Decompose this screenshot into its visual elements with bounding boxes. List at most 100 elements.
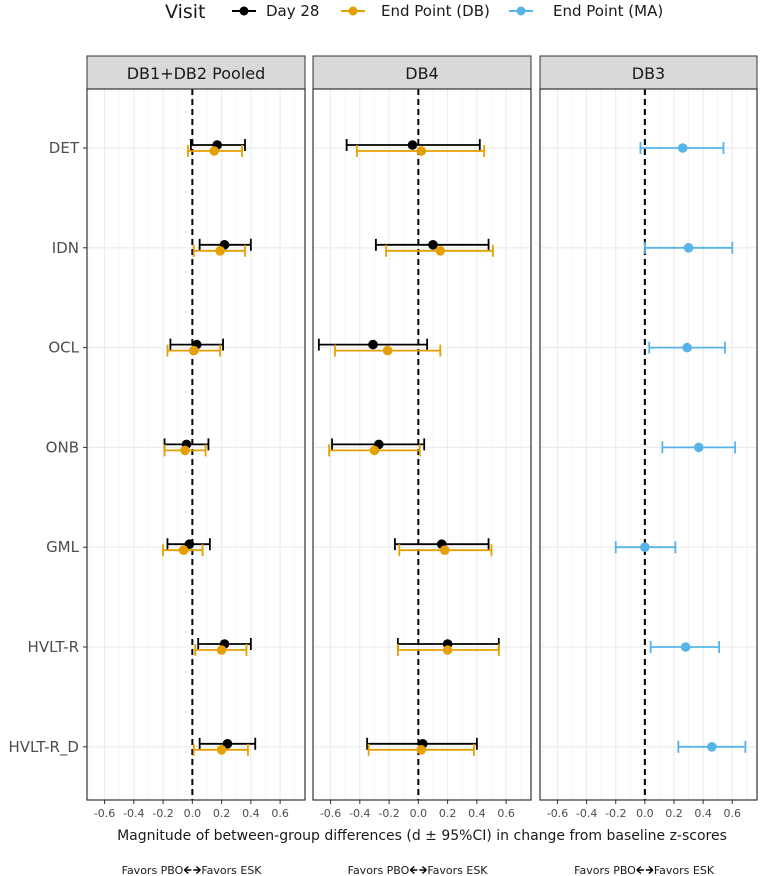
point-estimate (216, 645, 227, 655)
panel-border (539, 88, 758, 801)
point-estimate (209, 146, 220, 156)
x-tick-label: -0.4 (576, 807, 597, 820)
y-tick-label: HVLT-R_D (8, 738, 79, 757)
favors-right-label: Favors ESK (201, 864, 262, 876)
panel-border (86, 88, 306, 801)
panel-border (312, 88, 532, 801)
right-arrow-icon (645, 865, 654, 875)
x-tick-label: 0.2 (665, 807, 683, 820)
error-bar (163, 444, 207, 457)
x-tick-label: -0.2 (378, 807, 399, 820)
x-tick-label: -0.4 (123, 807, 144, 820)
error-bar (385, 244, 494, 257)
left-arrow-icon (183, 865, 192, 875)
point-estimate (442, 645, 453, 655)
error-bar (166, 344, 222, 357)
x-tick-label: 0.0 (410, 807, 428, 820)
y-tick-label: HVLT-R (28, 638, 79, 656)
x-tick-label: 0.0 (636, 807, 654, 820)
error-bar (328, 444, 421, 457)
error-bar (331, 438, 426, 451)
x-tick-label: 0.2 (439, 807, 457, 820)
legend-item: Day 28 (232, 2, 319, 20)
error-bar (661, 441, 737, 454)
point-estimate (215, 246, 225, 256)
right-arrow-icon (419, 865, 427, 875)
error-bar (162, 544, 204, 557)
right-arrow-icon (193, 865, 201, 875)
x-tick-label: 0.2 (213, 807, 231, 820)
point-estimate (693, 442, 704, 453)
point-estimate (189, 345, 199, 356)
point-estimate (680, 642, 691, 652)
x-tick-label: -0.6 (320, 807, 341, 820)
legend-key-point (348, 6, 358, 16)
error-bar (375, 238, 490, 251)
x-tick-label: 0.4 (468, 807, 486, 820)
legend-key-point (239, 6, 249, 16)
point-estimate (216, 745, 227, 755)
facet-title: DB1+DB2 Pooled (127, 64, 266, 83)
error-bar (187, 145, 243, 157)
point-estimate (682, 342, 692, 353)
legend-label: End Point (MA) (553, 2, 663, 20)
facet-strip (86, 55, 306, 90)
point-estimate (439, 545, 450, 555)
point-estimate (184, 539, 195, 549)
favors-left-label: Favors PBO (122, 864, 184, 876)
favors-left-label: Favors PBO (574, 864, 636, 876)
facet-panel: DB1+DB2 Pooled -0.6 -0.4 -0.2 0.0 0.2 0.4 0.6 Fa… (86, 55, 306, 876)
favors-right-label: Favors ESK (654, 864, 715, 876)
x-tick-label: -0.6 (547, 807, 568, 820)
x-axis-title: Magnitude of between-group differences (… (117, 828, 727, 844)
point-estimate (677, 143, 688, 153)
point-estimate (683, 243, 694, 253)
legend-key-point (516, 6, 526, 16)
point-estimate (435, 246, 446, 256)
error-bar (345, 139, 481, 151)
y-tick-label: ONB (46, 438, 79, 456)
panel-background (540, 89, 757, 800)
x-tick-label: 0.0 (184, 807, 202, 820)
point-estimate (416, 745, 427, 755)
y-tick-label: GML (46, 538, 80, 556)
point-estimate (416, 146, 427, 156)
error-bar (198, 737, 257, 750)
error-bar (398, 544, 493, 557)
point-estimate (407, 140, 418, 150)
left-arrow-icon (409, 865, 418, 875)
point-estimate (428, 240, 438, 250)
favors-annotation: Favors PBO Favors ESK (348, 864, 489, 876)
favors-left-label: Favors PBO (348, 864, 410, 876)
x-tick-label: 0.4 (694, 807, 712, 820)
point-estimate (180, 445, 190, 456)
error-bar (367, 743, 475, 756)
legend-item: End Point (DB) (341, 2, 490, 20)
error-bar (198, 238, 252, 251)
error-bar (355, 145, 486, 157)
legend: Visit Day 28 End Point (DB) End Point (MA) (165, 1, 663, 23)
left-arrow-icon (636, 865, 644, 875)
error-bar (648, 341, 726, 354)
x-tick-label: -0.2 (605, 807, 626, 820)
point-estimate (707, 742, 717, 752)
y-tick-label: OCL (48, 339, 79, 357)
error-bar (192, 244, 246, 257)
y-tick-label: DET (49, 139, 80, 157)
facet-title: DB4 (405, 64, 438, 83)
legend-item: End Point (MA) (509, 2, 663, 20)
error-bar (334, 344, 442, 357)
point-estimate (640, 542, 650, 552)
x-tick-label: 0.6 (271, 807, 289, 820)
x-tick-label: 0.6 (723, 807, 741, 820)
error-bar (639, 142, 725, 154)
error-bar (396, 644, 500, 656)
point-estimate (369, 445, 380, 456)
error-bar (614, 541, 677, 554)
error-bar (192, 743, 249, 756)
favors-annotation: Favors PBO Favors ESK (574, 864, 715, 876)
y-tick-label: IDN (52, 239, 79, 257)
